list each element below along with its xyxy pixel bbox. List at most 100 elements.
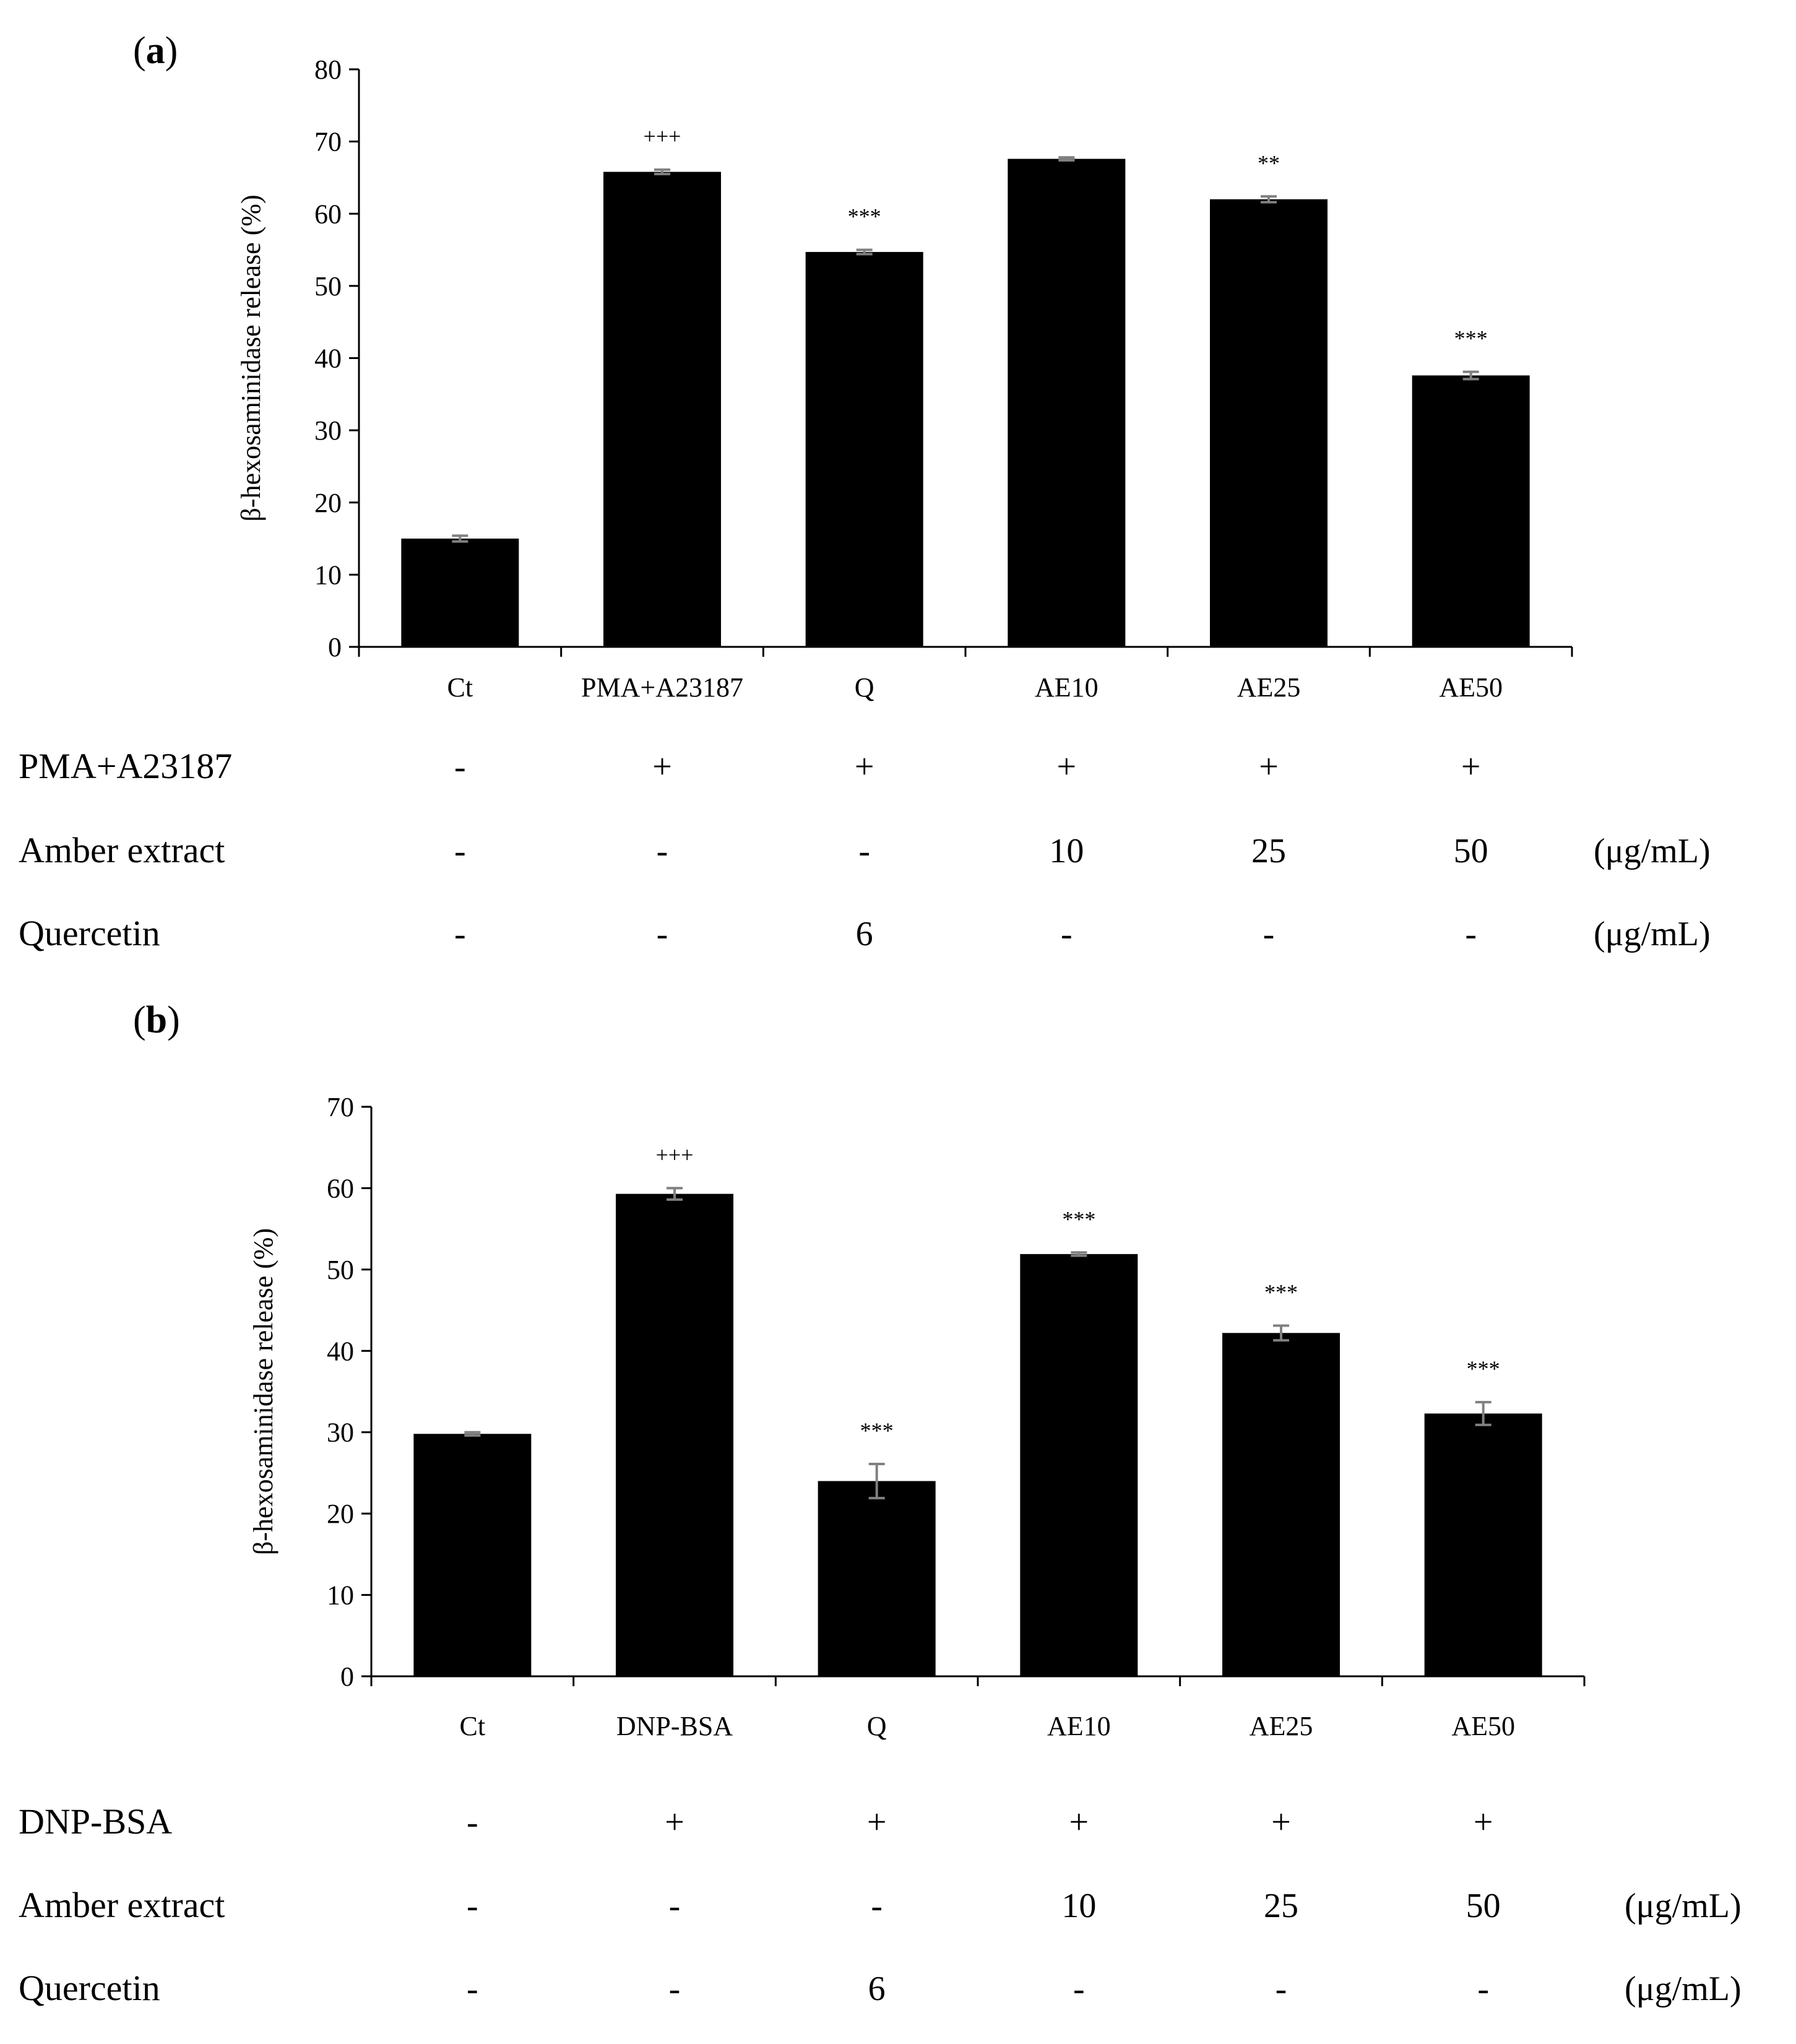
bar-pma-a23187 — [603, 171, 721, 647]
condition-cell: 25 — [1264, 1887, 1298, 1925]
condition-cell: - — [454, 915, 466, 953]
panel-label: (b) — [133, 999, 180, 1041]
panel-letter: b — [146, 999, 167, 1041]
condition-cell: + — [1271, 1803, 1291, 1842]
bar-ct — [401, 539, 519, 647]
significance-label: *** — [1454, 326, 1488, 351]
condition-unit: (μg/mL) — [1594, 915, 1711, 953]
y-tick-label: 0 — [328, 632, 342, 662]
category-label: Ct — [447, 672, 473, 703]
significance-label: *** — [848, 204, 881, 229]
condition-cell: 10 — [1061, 1887, 1096, 1925]
y-tick-label: 40 — [314, 344, 342, 374]
condition-cell: 6 — [856, 915, 873, 953]
condition-row-label: Amber extract — [19, 830, 225, 870]
condition-row-label: PMA+A23187 — [19, 746, 232, 786]
y-tick-label: 50 — [314, 271, 342, 301]
condition-cell: + — [1461, 748, 1481, 786]
condition-cell: 10 — [1049, 832, 1084, 870]
condition-row-label: Quercetin — [19, 1968, 160, 2008]
condition-row-label: Quercetin — [19, 913, 160, 953]
bar-ae25 — [1210, 199, 1328, 647]
condition-cell: 50 — [1466, 1887, 1501, 1925]
category-label: PMA+A23187 — [581, 672, 743, 703]
category-label: Ct — [460, 1711, 486, 1741]
condition-cell: - — [467, 1803, 478, 1842]
condition-cell: 25 — [1251, 832, 1286, 870]
significance-label: *** — [860, 1418, 894, 1443]
y-tick-label: 40 — [327, 1336, 354, 1366]
significance-label: +++ — [644, 124, 681, 149]
bar-q — [818, 1481, 936, 1676]
condition-unit: (μg/mL) — [1625, 1970, 1742, 2008]
condition-cell: - — [657, 832, 668, 870]
bar-ae25 — [1222, 1333, 1340, 1676]
condition-cell: - — [454, 832, 466, 870]
significance-label: *** — [1264, 1280, 1298, 1305]
condition-cell: + — [652, 748, 672, 786]
category-label: AE50 — [1451, 1711, 1515, 1741]
condition-cell: + — [665, 1803, 684, 1842]
y-tick-label: 30 — [327, 1418, 354, 1448]
condition-cell: + — [1259, 748, 1279, 786]
y-tick-label: 70 — [314, 127, 342, 157]
category-label: AE50 — [1439, 672, 1503, 703]
category-label: AE10 — [1035, 672, 1099, 703]
category-label: Q — [867, 1711, 887, 1741]
condition-row-label: DNP-BSA — [19, 1801, 172, 1842]
y-tick-label: 50 — [327, 1255, 354, 1285]
condition-cell: + — [1474, 1803, 1493, 1842]
condition-cell: + — [1069, 1803, 1089, 1842]
category-label: AE10 — [1047, 1711, 1111, 1741]
condition-cell: - — [1073, 1970, 1085, 2008]
bar-ae10 — [1008, 158, 1126, 647]
bar-ae50 — [1412, 375, 1530, 647]
y-axis-title: β-hexosaminidase release (%) — [248, 1228, 278, 1555]
condition-row-label: Amber extract — [19, 1885, 225, 1925]
y-tick-label: 20 — [327, 1499, 354, 1529]
condition-unit: (μg/mL) — [1625, 1887, 1742, 1925]
y-axis-title: β-hexosaminidase release (%) — [236, 194, 266, 521]
significance-label: *** — [1062, 1206, 1095, 1231]
condition-cell: - — [467, 1887, 478, 1925]
y-tick-label: 10 — [327, 1580, 354, 1611]
y-tick-label: 60 — [327, 1173, 354, 1203]
condition-unit: (μg/mL) — [1594, 832, 1711, 870]
condition-cell: - — [1263, 915, 1275, 953]
condition-cell: - — [669, 1887, 681, 1925]
y-tick-label: 20 — [314, 488, 342, 518]
condition-cell: - — [467, 1970, 478, 2008]
bar-ae10 — [1020, 1254, 1138, 1676]
bar-q — [805, 252, 923, 647]
category-label: AE25 — [1250, 1711, 1313, 1741]
condition-cell: - — [871, 1887, 883, 1925]
bar-ae50 — [1424, 1413, 1542, 1676]
y-tick-label: 60 — [314, 199, 342, 229]
panel-label: (a) — [133, 30, 178, 72]
condition-cell: - — [1465, 915, 1477, 953]
panel-a: (a) 0 10 20 30 40 50 60 70 80 β-hexosaminidase rel… — [19, 30, 1711, 953]
panel-letter: a — [146, 30, 165, 72]
condition-cell: - — [1061, 915, 1073, 953]
category-label: AE25 — [1237, 672, 1301, 703]
condition-cell: - — [1477, 1970, 1489, 2008]
y-tick-label: 80 — [314, 54, 342, 85]
panel-b: (b) 0 10 20 30 40 50 60 70 β-hexosaminidase relea… — [19, 999, 1742, 2008]
category-label: Q — [855, 672, 874, 703]
condition-cell: 50 — [1454, 832, 1488, 870]
condition-cell: + — [867, 1803, 887, 1842]
significance-label: ** — [1258, 150, 1280, 175]
significance-label: *** — [1467, 1356, 1500, 1381]
bar-ct — [413, 1434, 532, 1676]
y-tick-label: 70 — [327, 1092, 354, 1122]
condition-cell: - — [1276, 1970, 1287, 2008]
bar-dnp-bsa — [616, 1193, 733, 1676]
y-tick-label: 10 — [314, 560, 342, 590]
condition-cell: - — [657, 915, 668, 953]
significance-label: +++ — [656, 1142, 694, 1167]
condition-cell: 6 — [868, 1970, 886, 2008]
y-tick-label: 0 — [340, 1661, 354, 1692]
condition-cell: - — [669, 1970, 681, 2008]
condition-cell: + — [855, 748, 874, 786]
